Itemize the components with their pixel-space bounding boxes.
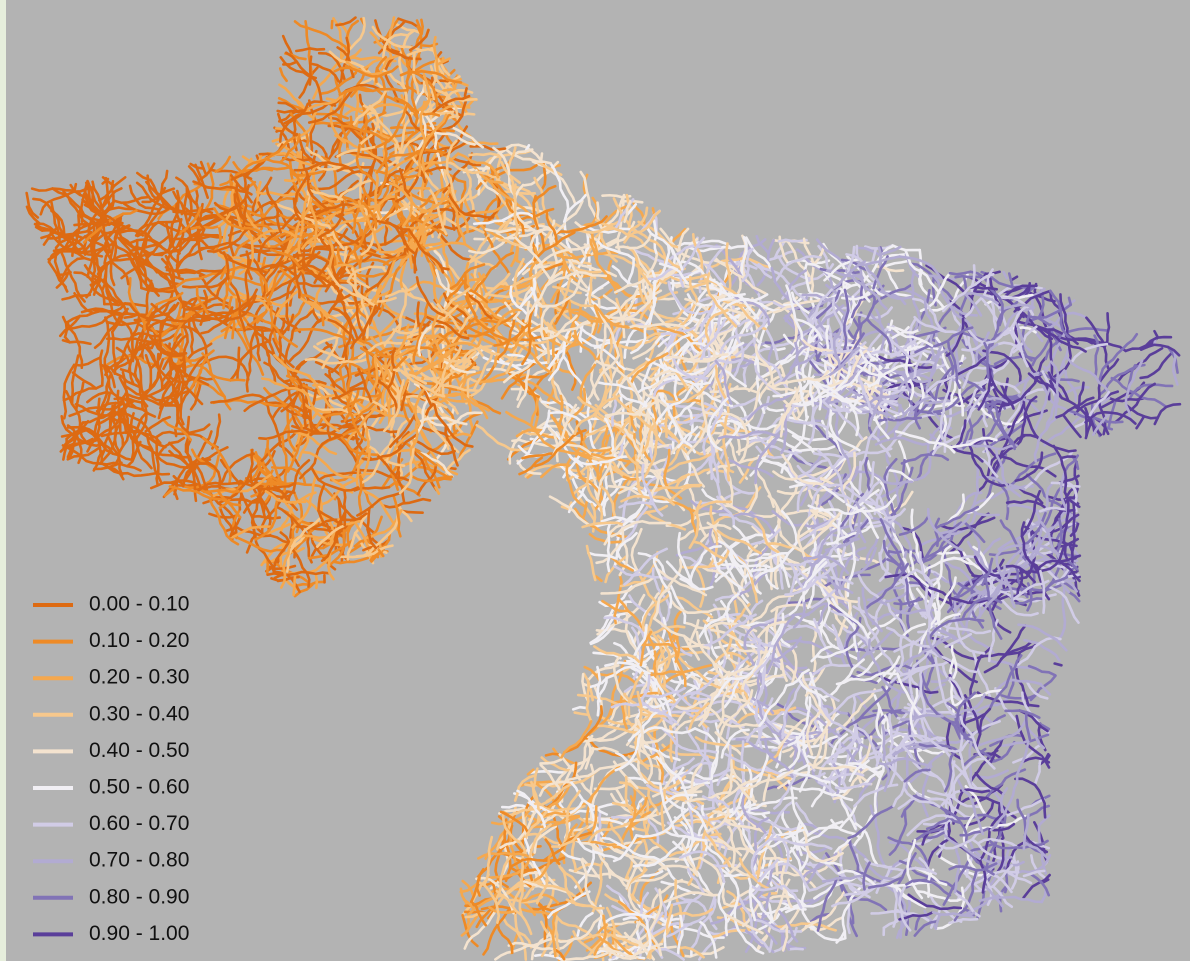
river	[345, 89, 407, 92]
river	[936, 552, 964, 553]
river	[712, 865, 740, 866]
legend-label: 0.50 - 0.60	[89, 776, 189, 799]
river	[1061, 457, 1075, 458]
legend-label: 0.30 - 0.40	[89, 702, 189, 725]
frame-edge	[0, 0, 6, 961]
river	[956, 276, 984, 277]
river	[310, 57, 311, 85]
legend-label: 0.20 - 0.30	[89, 666, 189, 689]
river	[848, 905, 850, 933]
map: 0.00 - 0.10 0.10 - 0.20 0.20 - 0.30 0.30 - …	[0, 0, 1190, 961]
legend-label: 0.10 - 0.20	[89, 629, 189, 652]
river	[879, 248, 881, 269]
river	[259, 484, 287, 485]
legend-label: 0.60 - 0.70	[89, 812, 189, 835]
legend-label: 0.70 - 0.80	[89, 849, 189, 872]
river	[1055, 664, 1062, 666]
page: {"legend": {"items": [ {"label": "0.00 -…	[0, 0, 1190, 961]
river	[294, 574, 296, 595]
river	[344, 491, 345, 526]
river	[316, 574, 317, 588]
legend-label: 0.80 - 0.90	[89, 885, 189, 908]
legend-label: 0.90 - 1.00	[89, 922, 189, 945]
river	[278, 110, 305, 112]
river	[779, 240, 807, 242]
legend-label: 0.00 - 0.10	[89, 593, 189, 616]
legend-label: 0.40 - 0.50	[89, 739, 189, 762]
river	[789, 949, 803, 950]
